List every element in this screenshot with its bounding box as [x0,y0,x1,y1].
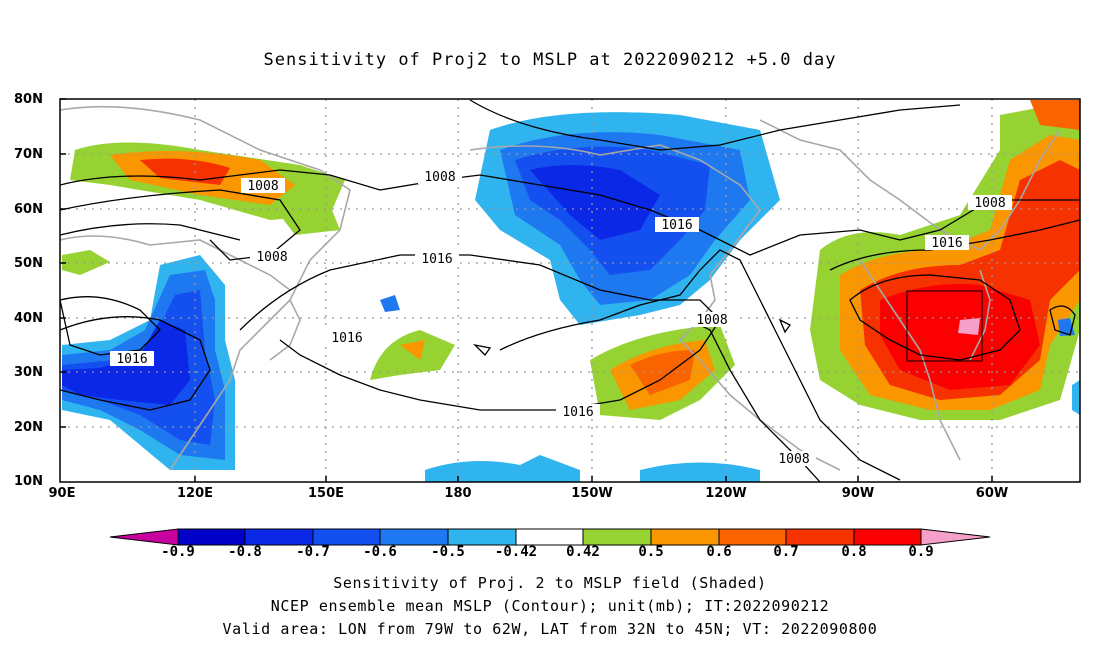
lat-label: 50N [14,256,43,271]
colorbar-label: 0.8 [841,544,867,560]
contour-label: 1016 [421,252,452,267]
lon-label: 180 [444,486,472,501]
lon-label: 60W [975,486,1009,501]
caption-valid-area: Valid area: LON from 79W to 62W, LAT fro… [222,620,878,638]
lat-label: 80N [14,92,43,107]
lat-label: 40N [14,311,43,326]
mslp-contours [60,99,1080,482]
lat-label: 60N [14,202,43,217]
contour-label: 1008 [696,313,727,328]
contour-label: 1016 [116,352,147,367]
contour-label: 1008 [974,196,1005,211]
contour-label: 1016 [562,405,593,420]
contour-label: 1008 [778,452,809,467]
colorbar-label: -0.8 [228,544,262,560]
axis-ticks [60,98,993,482]
colorbar-label: 0.42 [566,544,600,560]
colorbar-label: 0.9 [908,544,934,560]
coastlines [60,105,1061,471]
lat-label: 20N [14,420,43,435]
contour-labels: 1008 1008 1008 1008 1008 1016 1016 1016 … [110,169,1012,467]
graticule [60,99,1080,482]
contour-label: 1008 [424,170,455,185]
lat-label: 70N [14,147,43,162]
lon-label: 120W [705,486,747,501]
lat-label: 10N [14,474,43,489]
colorbar-label: 0.7 [773,544,799,560]
colorbar-label: -0.9 [161,544,195,560]
contour-label: 1016 [331,331,362,346]
colorbar [109,528,991,546]
map-title: Sensitivity of Proj2 to MSLP at 20220902… [263,50,837,70]
contour-label: 1008 [256,250,287,265]
lat-label: 30N [14,365,43,380]
lon-label: 150W [571,486,613,501]
colorbar-label: 0.6 [706,544,732,560]
lon-label: 120E [176,486,214,501]
valid-area-box [906,290,983,362]
colorbar-label: -0.5 [431,544,465,560]
contour-label: 1008 [247,179,278,194]
colorbar-label: -0.7 [296,544,330,560]
lon-label: 90W [841,486,875,501]
caption-contour: NCEP ensemble mean MSLP (Contour); unit(… [270,597,830,615]
map-frame [59,98,1081,483]
colorbar-label: -0.6 [363,544,397,560]
contour-label: 1016 [931,236,962,251]
contour-label: 1016 [661,218,692,233]
lon-label: 90E [48,486,76,501]
colorbar-label: -0.42 [494,544,538,560]
caption-shading: Sensitivity of Proj. 2 to MSLP field (Sh… [333,574,767,592]
colorbar-label: 0.5 [638,544,664,560]
lon-label: 150E [307,486,345,501]
